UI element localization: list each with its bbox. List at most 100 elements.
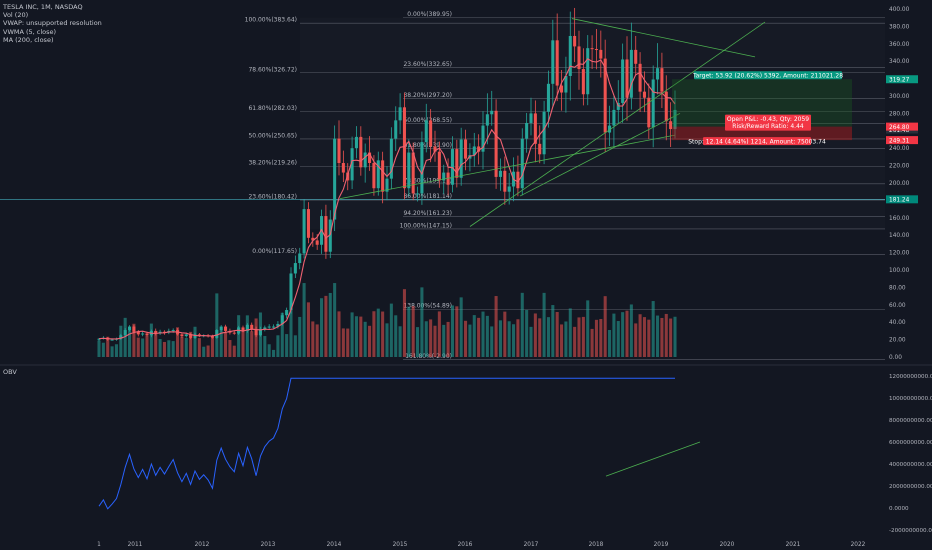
candle-body bbox=[224, 326, 228, 331]
volume-bar bbox=[97, 340, 101, 357]
volume-bar bbox=[673, 316, 677, 357]
volume-bar bbox=[224, 331, 228, 357]
volume-bar bbox=[176, 327, 180, 357]
candle-body bbox=[285, 310, 289, 316]
indicator-volume[interactable]: Vol (20) bbox=[3, 11, 29, 20]
volume-bar bbox=[245, 315, 249, 357]
candle-body bbox=[507, 186, 511, 192]
candle-body bbox=[608, 125, 612, 133]
candle-body bbox=[154, 330, 158, 334]
price-tick-label: 300.00 bbox=[889, 94, 910, 100]
volume-bar bbox=[490, 326, 494, 357]
candle-body bbox=[306, 209, 310, 238]
candle-body bbox=[119, 335, 123, 339]
obv-tick-label: 8000000000.0000 bbox=[889, 418, 932, 424]
volume-bar bbox=[123, 317, 127, 357]
candle-body bbox=[581, 69, 585, 95]
candle-body bbox=[546, 83, 550, 112]
volume-bar bbox=[119, 325, 123, 357]
indicator-ma[interactable]: MA (200, close) bbox=[3, 35, 54, 44]
volume-bar bbox=[442, 324, 446, 357]
volume-bar bbox=[503, 311, 507, 357]
volume-bar bbox=[520, 292, 524, 357]
fib-label-second: 138.00%(54.89) bbox=[403, 303, 452, 310]
volume-bar bbox=[193, 326, 197, 357]
candle-body bbox=[97, 338, 101, 340]
volume-bar bbox=[538, 318, 542, 357]
candle-body bbox=[280, 315, 284, 324]
fib-label-main: 0.00%(117.65) bbox=[252, 248, 297, 255]
candle-body bbox=[498, 170, 502, 177]
candle-body bbox=[520, 138, 524, 189]
volume-bar bbox=[564, 321, 568, 357]
volume-bar bbox=[394, 315, 398, 357]
candle-body bbox=[651, 79, 655, 128]
price-badge: 249.31 bbox=[889, 138, 910, 144]
volume-bar bbox=[276, 335, 280, 357]
candle-body bbox=[560, 85, 564, 93]
price-tick-label: 380.00 bbox=[889, 24, 910, 30]
price-tick-label: 100.00 bbox=[889, 268, 910, 274]
volume-bar bbox=[189, 331, 193, 357]
volume-bar bbox=[337, 311, 341, 357]
candle-body bbox=[193, 334, 197, 338]
candle-body bbox=[376, 160, 380, 189]
volume-bar bbox=[289, 283, 293, 357]
indicator-vwma[interactable]: VWMA (5, close) bbox=[3, 27, 57, 36]
volume-bar bbox=[446, 321, 450, 357]
volume-bar bbox=[228, 340, 232, 357]
volume-bar bbox=[468, 324, 472, 357]
candle-body bbox=[673, 109, 677, 130]
candle-body bbox=[516, 171, 520, 189]
volume-bar bbox=[594, 319, 598, 357]
volume-bar bbox=[219, 329, 223, 357]
volume-bar bbox=[132, 323, 136, 357]
volume-bar bbox=[324, 295, 328, 357]
candle-body bbox=[590, 48, 594, 50]
candle-body bbox=[416, 193, 420, 195]
volume-bar bbox=[642, 317, 646, 357]
volume-bar bbox=[407, 306, 411, 357]
candle-body bbox=[525, 122, 529, 139]
volume-bar bbox=[656, 315, 660, 357]
volume-bar bbox=[162, 341, 166, 357]
volume-bar bbox=[101, 342, 105, 357]
candle-body bbox=[594, 49, 598, 51]
obv-tick-label: -2000000000.0000 bbox=[889, 528, 932, 534]
candle-body bbox=[311, 237, 315, 241]
candle-body bbox=[145, 333, 149, 336]
price-tick-label: 220.00 bbox=[889, 164, 910, 170]
volume-bar bbox=[402, 289, 406, 357]
volume-bar bbox=[389, 303, 393, 357]
volume-bar bbox=[573, 326, 577, 357]
candle-body bbox=[656, 68, 660, 80]
volume-bar bbox=[481, 311, 485, 357]
price-badge-bg bbox=[886, 122, 918, 131]
volume-bar bbox=[311, 321, 315, 357]
obv-tick-label: 0.0000 bbox=[889, 506, 909, 512]
candle-body bbox=[363, 152, 367, 168]
volume-bar bbox=[141, 338, 145, 357]
volume-bar bbox=[350, 312, 354, 357]
volume-bar bbox=[551, 305, 555, 357]
candle-body bbox=[433, 146, 437, 152]
indicator-vwap[interactable]: VWAP: unsupported resolution bbox=[3, 19, 102, 28]
candle-body bbox=[333, 138, 337, 220]
volume-bar bbox=[433, 325, 437, 357]
volume-bar bbox=[464, 320, 468, 357]
candle-body bbox=[398, 107, 402, 121]
time-tick-label: 2012 bbox=[195, 542, 210, 548]
volume-bar bbox=[472, 315, 476, 357]
candle-body bbox=[245, 324, 249, 331]
price-tick-label: 340.00 bbox=[889, 59, 910, 65]
volume-bar bbox=[664, 313, 668, 357]
candle-body bbox=[215, 330, 219, 338]
candle-body bbox=[599, 49, 603, 59]
candle-body bbox=[647, 97, 651, 128]
volume-bar bbox=[241, 328, 245, 357]
obv-tick-label: 10000000000.0000 bbox=[889, 396, 932, 402]
candle-body bbox=[411, 152, 415, 194]
candle-body bbox=[171, 330, 175, 332]
candle-body bbox=[110, 339, 114, 341]
